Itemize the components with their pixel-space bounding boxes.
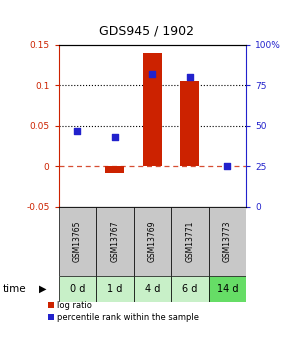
Bar xyxy=(105,167,124,173)
Bar xyxy=(209,276,246,302)
Text: ▶: ▶ xyxy=(39,284,46,294)
Bar xyxy=(96,276,134,302)
Point xyxy=(75,128,80,134)
Text: GSM13773: GSM13773 xyxy=(223,221,232,262)
Text: 6 d: 6 d xyxy=(182,284,197,294)
Bar xyxy=(171,276,209,302)
Text: GSM13771: GSM13771 xyxy=(185,221,194,262)
Text: 1 d: 1 d xyxy=(107,284,122,294)
Text: 0 d: 0 d xyxy=(70,284,85,294)
Point xyxy=(113,135,117,140)
Text: 14 d: 14 d xyxy=(217,284,238,294)
Bar xyxy=(171,207,209,276)
Bar xyxy=(59,207,96,276)
Text: GDS945 / 1902: GDS945 / 1902 xyxy=(99,25,194,38)
Text: GSM13769: GSM13769 xyxy=(148,221,157,262)
Bar xyxy=(143,53,162,167)
Text: 4 d: 4 d xyxy=(145,284,160,294)
Text: GSM13767: GSM13767 xyxy=(110,221,119,262)
Bar xyxy=(134,207,171,276)
Legend: log ratio, percentile rank within the sample: log ratio, percentile rank within the sa… xyxy=(48,301,199,322)
Point xyxy=(150,71,155,77)
Bar xyxy=(209,207,246,276)
Point xyxy=(188,75,192,80)
Bar xyxy=(134,276,171,302)
Bar xyxy=(96,207,134,276)
Bar xyxy=(59,276,96,302)
Text: GSM13765: GSM13765 xyxy=(73,221,82,262)
Text: time: time xyxy=(3,284,27,294)
Bar xyxy=(180,81,199,167)
Point xyxy=(225,164,230,169)
